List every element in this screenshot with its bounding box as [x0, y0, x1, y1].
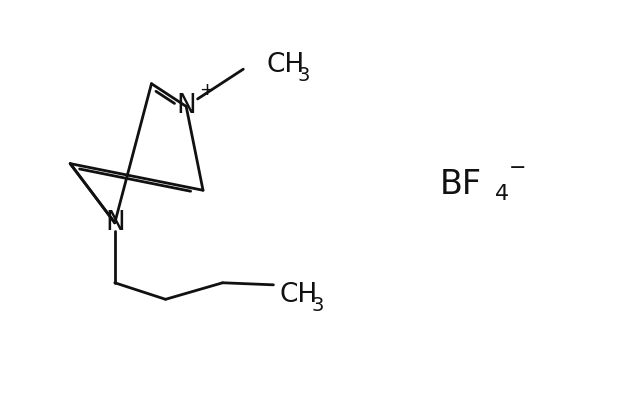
- Text: 3: 3: [312, 296, 324, 315]
- Text: N: N: [176, 93, 196, 119]
- Text: 4: 4: [495, 184, 509, 204]
- Text: BF: BF: [440, 168, 482, 201]
- Text: −: −: [509, 158, 527, 178]
- Text: +: +: [199, 81, 214, 99]
- Text: CH: CH: [266, 52, 305, 78]
- Text: 3: 3: [298, 66, 310, 85]
- Text: N: N: [105, 210, 125, 236]
- Text: CH: CH: [280, 282, 318, 308]
